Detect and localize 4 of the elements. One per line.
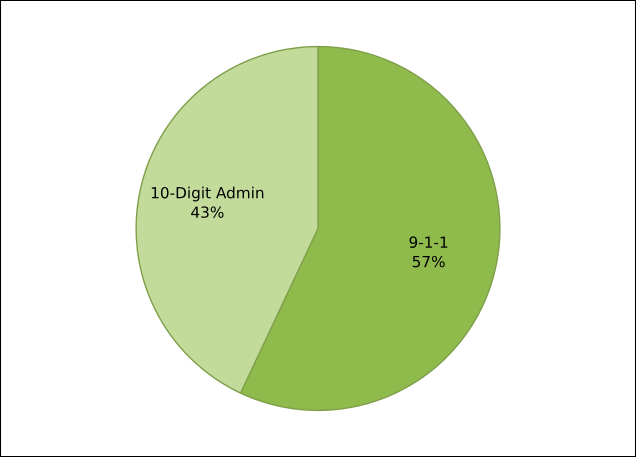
data-label: 57% [412,256,445,268]
slice-label: 9-1-1 [409,236,448,248]
data-label: 43% [191,206,224,218]
slice-label: 10-Digit Admin [152,186,264,202]
